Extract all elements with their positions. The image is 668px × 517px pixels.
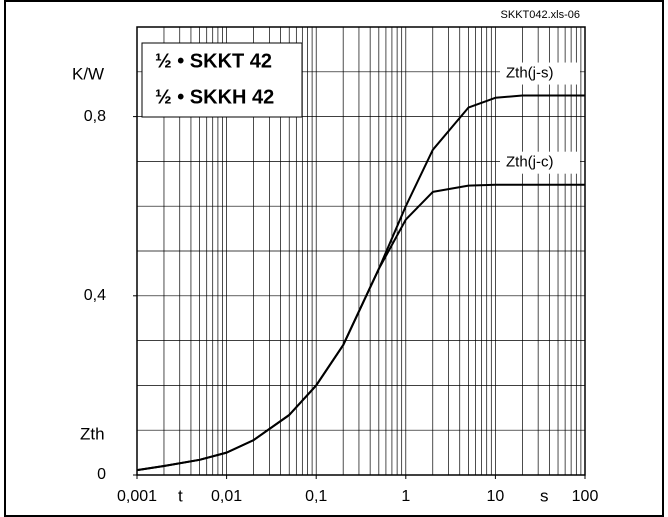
series-line [136, 94, 585, 472]
x-unit: s [540, 486, 549, 505]
device-label: ½ • SKKH 42 [155, 86, 274, 108]
series-label: Zth(j-c) [506, 154, 554, 171]
x-tick-label: 0,1 [305, 488, 327, 505]
x-tick-label: 10 [487, 488, 505, 505]
y-unit: K/W [72, 64, 104, 83]
x-label: t [178, 486, 183, 505]
plot-border [136, 26, 586, 476]
legend-bg [500, 151, 580, 174]
y-tick-label: 0 [97, 466, 106, 483]
device-label: ½ • SKKT 42 [155, 50, 272, 72]
label-box [141, 42, 303, 118]
source: SKKT042.xls-06 [501, 9, 580, 21]
y-label: Zth [80, 424, 105, 443]
x-tick-label: 1 [401, 488, 410, 505]
frame [4, 0, 664, 517]
x-tick-label: 0,001 [117, 488, 157, 505]
series-line [136, 183, 585, 472]
series-label: Zth(j-s) [506, 65, 554, 82]
x-tick-label: 100 [572, 488, 599, 505]
y-tick-label: 0,4 [84, 287, 106, 304]
legend-bg [500, 62, 580, 85]
x-tick-label: 0,01 [211, 488, 242, 505]
y-tick-label: 0,8 [84, 108, 106, 125]
